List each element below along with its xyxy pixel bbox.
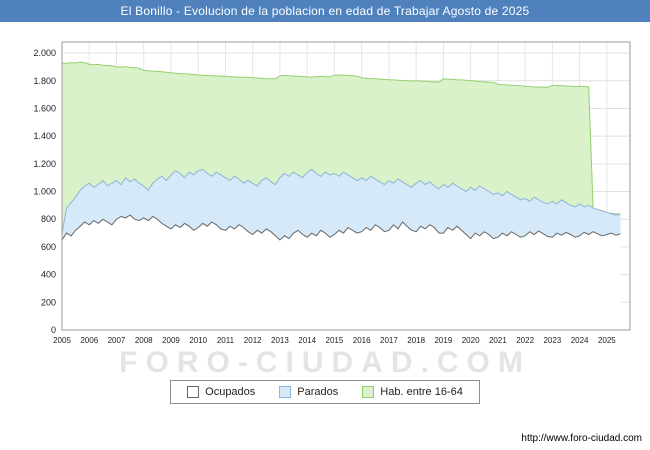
- svg-text:2019: 2019: [434, 336, 452, 345]
- svg-text:2007: 2007: [108, 336, 126, 345]
- svg-text:2017: 2017: [380, 336, 398, 345]
- svg-text:1.200: 1.200: [33, 159, 56, 169]
- svg-text:2014: 2014: [298, 336, 316, 345]
- svg-text:200: 200: [41, 297, 56, 307]
- legend-label-ocupados: Ocupados: [205, 386, 256, 398]
- svg-text:1.000: 1.000: [33, 187, 56, 197]
- legend-box: Ocupados Parados Hab. entre 16-64: [170, 380, 480, 404]
- svg-text:0: 0: [51, 325, 56, 335]
- legend-label-parados: Parados: [297, 386, 339, 398]
- svg-text:2025: 2025: [598, 336, 616, 345]
- legend-swatch-parados: [279, 386, 292, 398]
- svg-text:1.800: 1.800: [33, 76, 56, 86]
- svg-text:1.600: 1.600: [33, 103, 56, 113]
- svg-text:2018: 2018: [407, 336, 425, 345]
- svg-text:800: 800: [41, 214, 56, 224]
- svg-text:2.000: 2.000: [33, 48, 56, 58]
- svg-text:2013: 2013: [271, 336, 289, 345]
- svg-text:2024: 2024: [571, 336, 589, 345]
- svg-text:2021: 2021: [489, 336, 507, 345]
- svg-text:400: 400: [41, 270, 56, 280]
- chart-title: El Bonillo - Evolucion de la poblacion e…: [0, 0, 650, 22]
- svg-text:1.400: 1.400: [33, 131, 56, 141]
- legend-label-hab-16-64: Hab. entre 16-64: [380, 386, 463, 398]
- legend-swatch-ocupados: [187, 386, 200, 398]
- svg-text:2006: 2006: [80, 336, 98, 345]
- area-chart: 0 200 400 600 800 1.000 1.200 1.400 1.600 1.800 2.…: [33, 41, 631, 345]
- svg-text:2008: 2008: [135, 336, 153, 345]
- svg-text:2011: 2011: [217, 336, 235, 345]
- svg-text:2010: 2010: [189, 336, 207, 345]
- plot-area: 0 200 400 600 800 1.000 1.200 1.400 1.600 1.800 2.…: [0, 28, 650, 372]
- legend: Ocupados Parados Hab. entre 16-64: [0, 380, 650, 404]
- svg-text:2020: 2020: [462, 336, 480, 345]
- svg-text:2005: 2005: [53, 336, 71, 345]
- legend-item-parados: Parados: [279, 386, 338, 398]
- legend-item-ocupados: Ocupados: [187, 386, 255, 398]
- footer-url: http://www.foro-ciudad.com: [521, 433, 642, 444]
- legend-item-hab-16-64: Hab. entre 16-64: [362, 386, 463, 398]
- svg-text:2023: 2023: [543, 336, 561, 345]
- svg-text:2009: 2009: [162, 336, 180, 345]
- legend-swatch-hab-16-64: [362, 386, 375, 398]
- svg-text:2015: 2015: [326, 336, 344, 345]
- svg-text:600: 600: [41, 242, 56, 252]
- svg-text:2022: 2022: [516, 336, 534, 345]
- svg-text:2012: 2012: [244, 336, 262, 345]
- svg-text:2016: 2016: [353, 336, 371, 345]
